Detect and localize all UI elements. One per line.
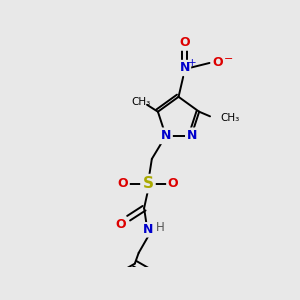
Text: O: O — [116, 218, 126, 231]
Text: +: + — [188, 58, 197, 68]
Text: −: − — [224, 54, 233, 64]
Text: O: O — [118, 177, 128, 190]
Text: N: N — [180, 61, 190, 74]
Text: S: S — [142, 176, 154, 191]
Text: N: N — [143, 223, 153, 236]
Text: O: O — [212, 56, 223, 69]
Text: N: N — [187, 129, 197, 142]
Text: O: O — [179, 36, 190, 50]
Text: CH₃: CH₃ — [131, 98, 151, 107]
Text: H: H — [156, 221, 165, 234]
Text: N: N — [160, 129, 171, 142]
Text: CH₃: CH₃ — [220, 113, 239, 123]
Text: O: O — [167, 177, 178, 190]
